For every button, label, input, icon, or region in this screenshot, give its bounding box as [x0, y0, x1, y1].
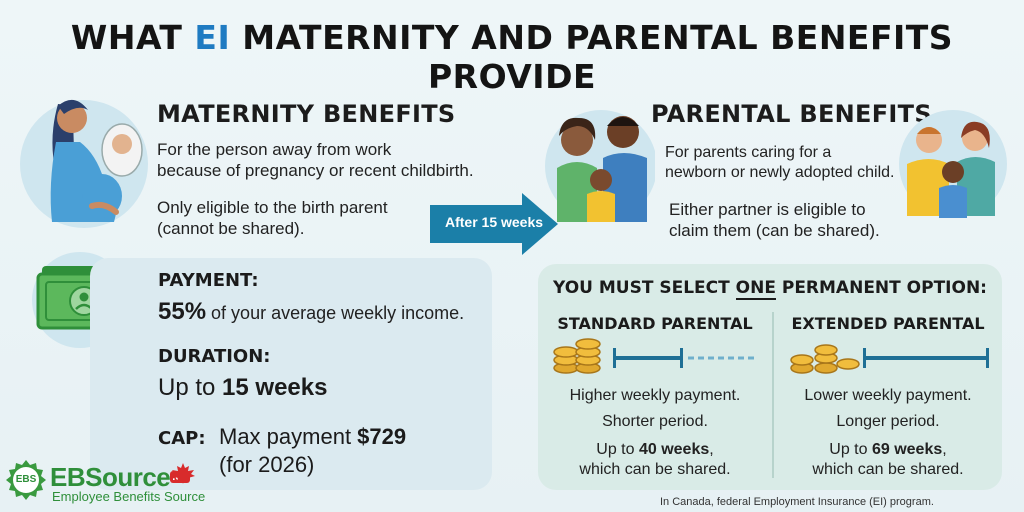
extended-line-1: Lower weekly payment.: [804, 387, 972, 404]
parental-heading: PARENTAL BENEFITS: [651, 100, 932, 128]
extended-coins-timeline-icon: [790, 344, 989, 374]
options-card: [538, 264, 1002, 490]
standard-heading: STANDARD PARENTAL: [557, 314, 753, 333]
arrow-label: After 15 weeks: [444, 214, 544, 230]
payment-rate: 55% of your average weekly income.: [158, 298, 465, 325]
parents-child-illustration: [899, 110, 1007, 218]
standard-line-3: Up to 40 weeks,: [596, 441, 714, 458]
extended-heading: EXTENDED PARENTAL: [791, 314, 985, 333]
page-title: WHAT EI MATERNITY AND PARENTAL BENEFITS …: [70, 18, 954, 96]
family-illustration: [545, 110, 655, 222]
pregnant-mother-illustration: [20, 99, 148, 228]
extended-line-2: Longer period.: [836, 413, 940, 430]
options-divider: [772, 312, 774, 478]
extended-line-3: Up to 69 weeks,: [829, 441, 947, 458]
cap-label: CAP:: [158, 428, 206, 449]
title-ei: EI: [194, 18, 231, 57]
ebs-badge-icon: EBS: [4, 458, 48, 502]
logo-subtitle: Employee Benefits Source: [52, 489, 206, 504]
maternity-line-3: Only eligible to the birth parent: [157, 198, 388, 217]
parental-line-4: claim them (can be shared).: [669, 221, 880, 240]
maternity-line-1: For the person away from work: [157, 140, 392, 159]
parental-line-3: Either partner is eligible to: [669, 200, 866, 219]
payment-card: [90, 258, 492, 490]
options-heading: YOU MUST SELECT ONE PERMANENT OPTION:: [552, 278, 987, 300]
standard-line-2: Shorter period.: [602, 413, 708, 430]
arrow-icon: [430, 193, 558, 255]
maternity-line-4: (cannot be shared).: [157, 219, 305, 238]
duration-label: DURATION:: [158, 346, 271, 367]
standard-line-1: Higher weekly payment.: [569, 387, 741, 404]
parental-line-2: newborn or newly adopted child.: [665, 164, 895, 181]
maple-leaf-icon: [171, 463, 195, 484]
cap-value: Max payment $729: [219, 424, 407, 449]
payment-label: PAYMENT:: [158, 270, 259, 291]
standard-line-4: which can be shared.: [579, 461, 731, 478]
logo-wordmark: EBSource.ca: [50, 462, 190, 493]
parental-line-1: For parents caring for a: [665, 144, 832, 161]
cap-note: (for 2026): [219, 452, 315, 477]
maternity-line-2: because of pregnancy or recent childbirt…: [157, 161, 474, 180]
standard-coins-timeline-icon: [553, 338, 756, 374]
extended-line-4: which can be shared.: [812, 461, 964, 478]
footnote: In Canada, federal Employment Insurance …: [660, 496, 934, 508]
maternity-heading: MATERNITY BENEFITS: [157, 100, 456, 128]
duration-value: Up to 15 weeks: [158, 374, 328, 401]
